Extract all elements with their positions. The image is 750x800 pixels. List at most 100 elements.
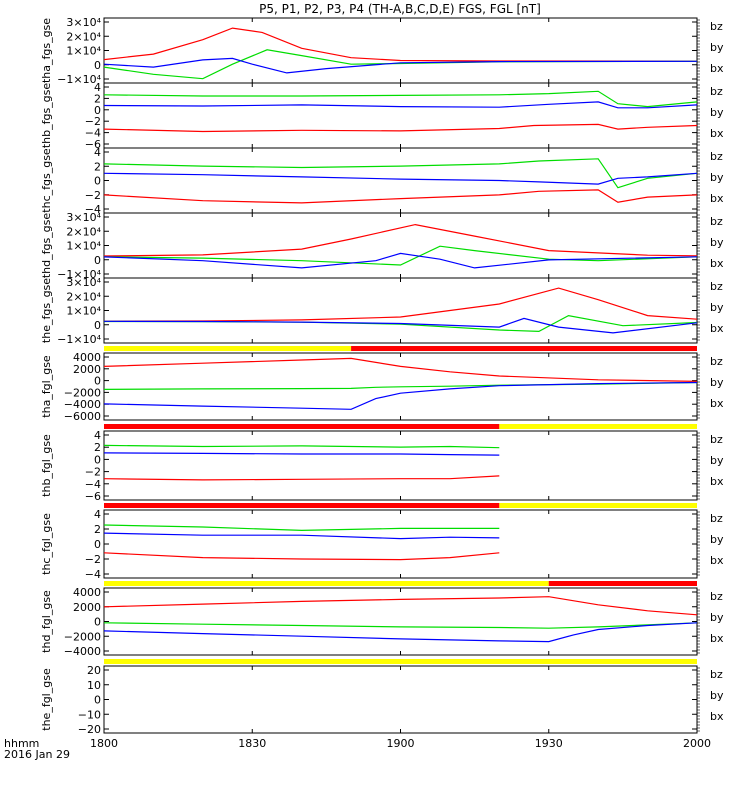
y-tick-label: 2×10⁴ xyxy=(66,30,101,43)
y-tick-label: −6 xyxy=(85,138,101,151)
segment-bar-red xyxy=(351,346,697,351)
panel-frame xyxy=(103,509,698,579)
y-tick-label: 10 xyxy=(87,679,101,692)
y-axis-label: thb_fgl_gse xyxy=(40,434,53,497)
y-tick-label: −4 xyxy=(85,203,101,216)
legend-bx: bx xyxy=(710,710,724,723)
y-axis-label: thb_fgs_gse xyxy=(40,83,53,149)
time-axis-label-hhmm: hhmm xyxy=(4,737,39,750)
series-line-bx xyxy=(103,532,500,540)
y-tick-label: −4000 xyxy=(64,398,101,411)
y-tick-label: −6 xyxy=(85,490,101,503)
y-tick-label: −2000 xyxy=(64,630,101,643)
y-tick-label: −2000 xyxy=(64,386,101,399)
y-tick-label: 0 xyxy=(94,319,101,332)
y-tick-label: 3×10⁴ xyxy=(66,211,101,224)
legend-bz: bz xyxy=(710,20,723,33)
segment-bar-red xyxy=(104,503,500,508)
y-tick-label: −6000 xyxy=(64,410,101,423)
y-tick-label: 2 xyxy=(94,92,101,105)
y-tick-label: −20 xyxy=(78,723,101,736)
y-tick-label: −2 xyxy=(85,466,101,479)
panel-frame xyxy=(103,665,698,734)
series-line-bx xyxy=(103,57,698,74)
legend-bx: bx xyxy=(710,397,724,410)
y-tick-label: 0 xyxy=(94,254,101,267)
y-tick-label: −2 xyxy=(85,189,101,202)
series-line-bz xyxy=(103,357,698,382)
series-line-bz xyxy=(103,223,698,257)
legend-bz: bz xyxy=(710,668,723,681)
y-tick-label: 1×10⁴ xyxy=(66,45,101,58)
series-line-bz xyxy=(103,27,698,62)
segment-bar-red xyxy=(548,581,697,586)
legend-by: by xyxy=(710,106,724,119)
series-line-bx xyxy=(103,101,698,109)
series-line-bx xyxy=(103,452,500,456)
y-tick-label: −2 xyxy=(85,115,101,128)
y-tick-label: 1×10⁴ xyxy=(66,305,101,318)
legend-bz: bz xyxy=(710,590,723,603)
legend-bz: bz xyxy=(710,512,723,525)
y-tick-label: 0 xyxy=(94,375,101,388)
series-line-bx xyxy=(103,252,698,269)
series-line-bx xyxy=(103,317,698,334)
y-tick-label: −1×10⁴ xyxy=(57,333,101,346)
y-axis-label: thc_fgl_gse xyxy=(40,513,53,575)
panel-frame xyxy=(103,17,698,84)
y-tick-label: 4 xyxy=(94,429,101,442)
y-axis-label: the_fgs_gse xyxy=(40,278,53,343)
legend-bx: bx xyxy=(710,322,724,335)
y-tick-label: 0 xyxy=(94,694,101,707)
series-line-bx xyxy=(103,381,698,410)
time-tick-label: 1830 xyxy=(238,737,266,750)
series-line-bz xyxy=(103,123,698,133)
segment-bar-yellow xyxy=(104,581,549,586)
legend-bz: bz xyxy=(710,433,723,446)
series-line-bx xyxy=(103,622,698,643)
series-line-bz xyxy=(103,596,698,616)
y-tick-label: −4000 xyxy=(64,645,101,658)
y-tick-label: −10 xyxy=(78,708,101,721)
y-axis-label: thc_fgs_gse xyxy=(40,148,53,213)
y-tick-label: 0 xyxy=(94,453,101,466)
series-line-bz xyxy=(103,552,500,561)
legend-by: by xyxy=(710,611,724,624)
legend-by: by xyxy=(710,236,724,249)
legend-by: by xyxy=(710,171,724,184)
y-tick-label: 4000 xyxy=(73,351,101,364)
legend-bx: bx xyxy=(710,127,724,140)
panel-frame xyxy=(103,82,698,149)
y-tick-label: 2000 xyxy=(73,601,101,614)
legend-bx: bx xyxy=(710,62,724,75)
y-tick-label: 2×10⁴ xyxy=(66,290,101,303)
series-line-bz xyxy=(103,475,500,481)
legend-bz: bz xyxy=(710,280,723,293)
y-tick-label: 2 xyxy=(94,441,101,454)
y-axis-label: thd_fgs_gse xyxy=(40,213,53,279)
y-axis-label: thd_fgl_gse xyxy=(40,590,53,653)
y-tick-label: −4 xyxy=(85,127,101,140)
y-axis-label: tha_fgl_gse xyxy=(40,355,53,418)
legend-by: by xyxy=(710,533,724,546)
series-line-by xyxy=(103,90,698,108)
y-tick-label: 4 xyxy=(94,146,101,159)
y-tick-label: −4 xyxy=(85,568,101,581)
y-axis-label: tha_fgs_gse xyxy=(40,18,53,83)
legend-bz: bz xyxy=(710,85,723,98)
legend-bx: bx xyxy=(710,257,724,270)
series-line-by xyxy=(103,444,500,449)
y-tick-label: 2000 xyxy=(73,363,101,376)
time-tick-label: 2000 xyxy=(683,737,711,750)
y-tick-label: 2 xyxy=(94,523,101,536)
y-tick-label: 0 xyxy=(94,616,101,629)
series-line-by xyxy=(103,245,698,266)
legend-bx: bx xyxy=(710,475,724,488)
legend-bz: bz xyxy=(710,355,723,368)
y-axis-label: the_fgl_gse xyxy=(40,668,53,731)
y-tick-label: 4 xyxy=(94,508,101,521)
y-tick-label: 3×10⁴ xyxy=(66,276,101,289)
y-tick-label: −1×10⁴ xyxy=(57,73,101,86)
segment-bar-yellow xyxy=(499,424,697,429)
panel-frame xyxy=(103,212,698,279)
